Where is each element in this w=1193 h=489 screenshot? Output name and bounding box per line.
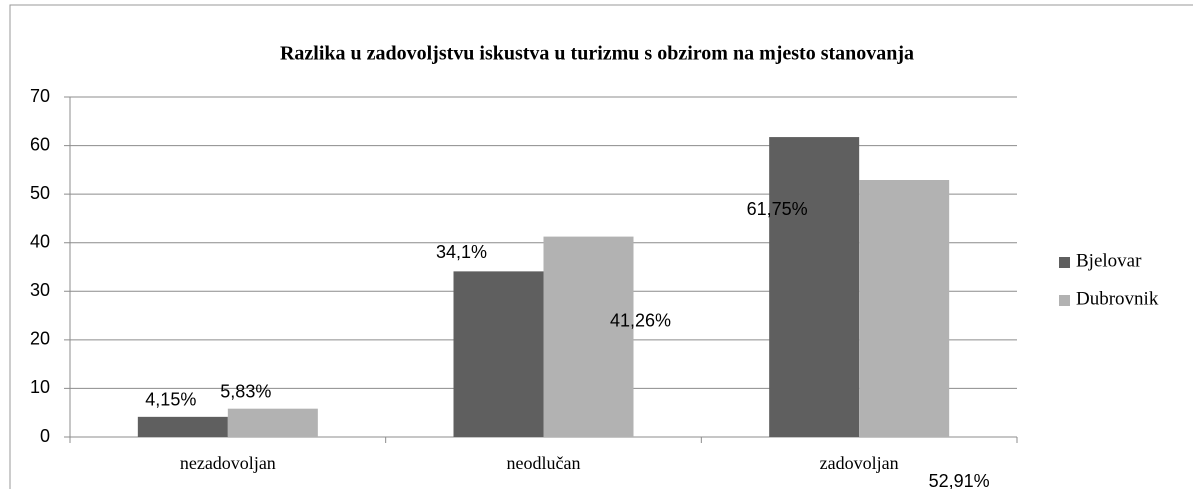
x-tick-label: neodlučan — [507, 453, 581, 473]
legend-label: Bjelovar — [1076, 250, 1142, 271]
bar — [859, 180, 950, 437]
y-tick-label: 70 — [30, 86, 50, 106]
legend-swatch — [1059, 257, 1070, 268]
data-label: 34,1% — [436, 242, 487, 262]
legend-label: Dubrovnik — [1076, 288, 1159, 309]
data-label: 52,91% — [929, 471, 990, 489]
bar — [227, 408, 318, 437]
chart-border — [9, 4, 1193, 489]
y-tick-label: 0 — [40, 426, 50, 446]
x-tick-label: zadovoljan — [820, 453, 899, 473]
legend-swatch — [1059, 295, 1070, 306]
bar — [543, 236, 634, 437]
bar — [769, 137, 860, 438]
y-tick-label: 60 — [30, 134, 50, 154]
x-tick-label: nezadovoljan — [180, 453, 276, 473]
data-label: 61,75% — [747, 199, 808, 219]
y-tick-label: 20 — [30, 329, 50, 349]
y-tick-label: 40 — [30, 231, 50, 251]
bar — [453, 271, 544, 437]
y-tick-label: 30 — [30, 280, 50, 300]
bar — [137, 416, 228, 437]
data-label: 4,15% — [145, 390, 196, 410]
y-tick-label: 50 — [30, 183, 50, 203]
data-label: 5,83% — [220, 381, 271, 401]
chart-title: Razlika u zadovoljstvu iskustva u turizm… — [280, 43, 914, 65]
y-tick-label: 10 — [30, 377, 50, 397]
data-label: 41,26% — [610, 310, 671, 330]
